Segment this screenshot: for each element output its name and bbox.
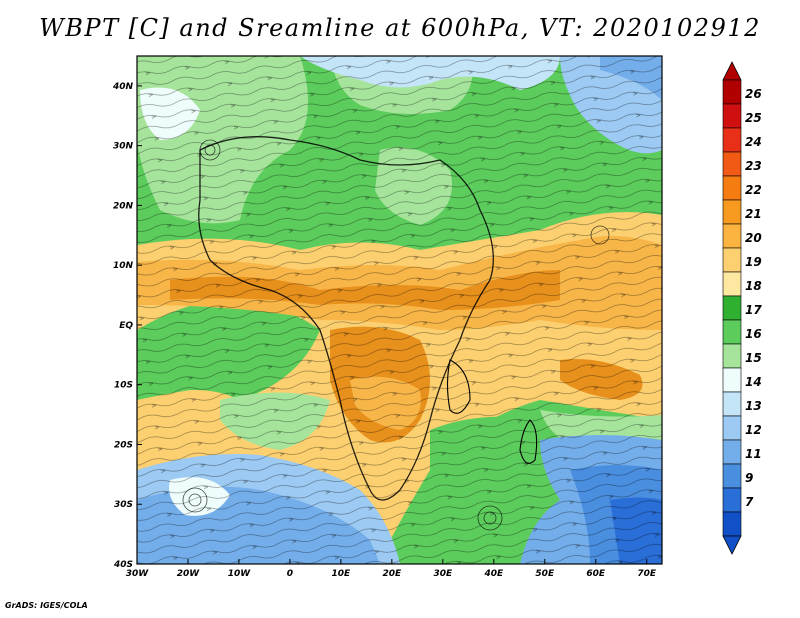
x-tick-label: 50E — [535, 569, 555, 579]
y-tick-label: EQ — [119, 321, 133, 331]
footer-credit: GrADS: IGES/COLA — [5, 601, 88, 610]
x-tick-label: 40E — [483, 569, 504, 579]
colorbar-top-arrow — [722, 61, 742, 81]
colorbar-label: 9 — [745, 471, 753, 485]
colorbar: 26 25 24 23 22 21 20 19 18 17 16 15 14 13 12 11 9 7 — [722, 61, 762, 555]
colorbar-swatch — [722, 199, 742, 225]
colorbar-label: 26 — [745, 87, 762, 101]
colorbar-swatch — [722, 439, 742, 465]
x-axis: 30W 20W 10W 0 10E 20E 30E 40E 50E 60E 70E — [126, 559, 657, 579]
colorbar-label: 18 — [745, 279, 762, 293]
colorbar-label: 20 — [745, 231, 762, 245]
colorbar-swatch — [722, 127, 742, 153]
colorbar-swatch — [722, 79, 742, 105]
colorbar-swatch — [722, 295, 742, 321]
colorbar-label: 19 — [745, 255, 762, 269]
colorbar-label: 22 — [745, 183, 762, 197]
colorbar-label: 14 — [745, 375, 762, 389]
y-tick-label: 20S — [114, 440, 133, 450]
colorbar-swatch — [722, 223, 742, 249]
colorbar-swatch — [722, 391, 742, 417]
y-tick-label: 10S — [114, 381, 133, 391]
x-tick-label: 20W — [177, 569, 201, 579]
colorbar-label: 12 — [745, 423, 762, 437]
colorbar-swatch — [722, 151, 742, 177]
colorbar-label: 24 — [745, 135, 762, 149]
colorbar-swatch — [722, 271, 742, 297]
colorbar-label: 23 — [745, 159, 762, 173]
page-title: WBPT [C] and Sreamline at 600hPa, VT: 20… — [39, 14, 761, 42]
colorbar-swatch — [722, 175, 742, 201]
x-tick-label: 10W — [228, 569, 252, 579]
y-tick-label: 30S — [114, 500, 133, 510]
colorbar-swatch — [722, 103, 742, 129]
x-tick-label: 20E — [383, 569, 403, 579]
colorbar-label: 7 — [745, 495, 754, 509]
colorbar-label: 17 — [745, 303, 762, 317]
colorbar-label: 21 — [745, 207, 762, 221]
colorbar-swatch — [722, 319, 742, 345]
colorbar-swatch — [722, 487, 742, 513]
plot-frame — [136, 55, 663, 565]
x-tick-label: 60E — [586, 569, 606, 579]
x-tick-label: 30E — [433, 569, 453, 579]
colorbar-label: 16 — [745, 327, 762, 341]
colorbar-swatch — [722, 415, 742, 441]
y-axis: 40N 30N 20N 10N EQ 10S 20S 30S 40S — [112, 82, 142, 570]
y-tick-label: 40N — [112, 82, 134, 92]
x-tick-label: 0 — [287, 569, 293, 579]
colorbar-label: 11 — [745, 447, 762, 461]
colorbar-swatch — [722, 367, 742, 393]
colorbar-label: 15 — [745, 351, 762, 365]
colorbar-swatch — [722, 511, 742, 537]
x-tick-label: 30W — [126, 569, 150, 579]
field-layer — [137, 56, 662, 564]
y-tick-label: 30N — [113, 142, 134, 152]
y-tick-label: 40S — [113, 560, 133, 570]
y-tick-label: 10N — [113, 261, 134, 271]
y-tick-label: 20N — [113, 201, 134, 211]
colorbar-bottom-arrow — [722, 535, 742, 555]
x-tick-label: 10E — [332, 569, 352, 579]
continent-outline — [198, 136, 494, 501]
x-tick-label: 70E — [637, 569, 657, 579]
colorbar-swatch — [722, 343, 742, 369]
colorbar-swatch — [722, 247, 742, 273]
colorbar-swatch — [722, 463, 742, 489]
colorbar-label: 13 — [745, 399, 762, 413]
colorbar-label: 25 — [745, 111, 762, 125]
